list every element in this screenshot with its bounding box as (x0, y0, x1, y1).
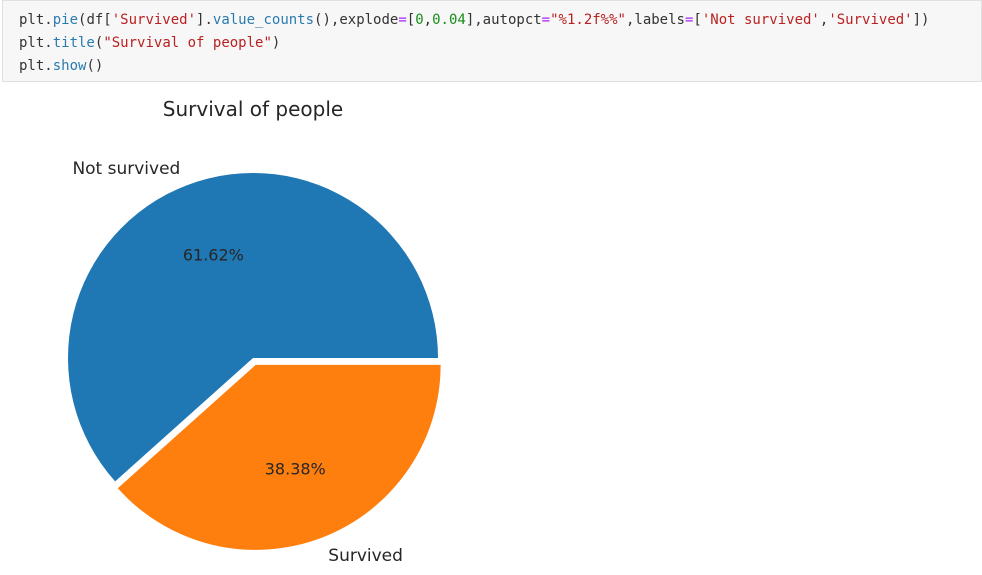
code-cell[interactable]: plt.pie(df['Survived'].value_counts(),ex… (2, 0, 982, 82)
chart-output: Survival of people 61.62% Not survived 38.… (0, 82, 982, 575)
pie-pct-label: 61.62% (183, 245, 244, 264)
pie-slice-not-survived (67, 173, 439, 482)
code-line-3: plt.show() (19, 58, 104, 74)
code-line-2: plt.title("Survival of people") (19, 35, 281, 51)
chart-title: Survival of people (163, 97, 343, 121)
code-line-1: plt.pie(df['Survived'].value_counts(),ex… (19, 12, 930, 28)
pie-slice-label: Not survived (72, 159, 180, 179)
pie-slice-label: Survived (328, 546, 403, 566)
pie-pct-label: 38.38% (265, 460, 326, 479)
pie-slice-survived (117, 364, 441, 550)
pie-chart: Survival of people 61.62% Not survived 38.… (67, 97, 441, 566)
